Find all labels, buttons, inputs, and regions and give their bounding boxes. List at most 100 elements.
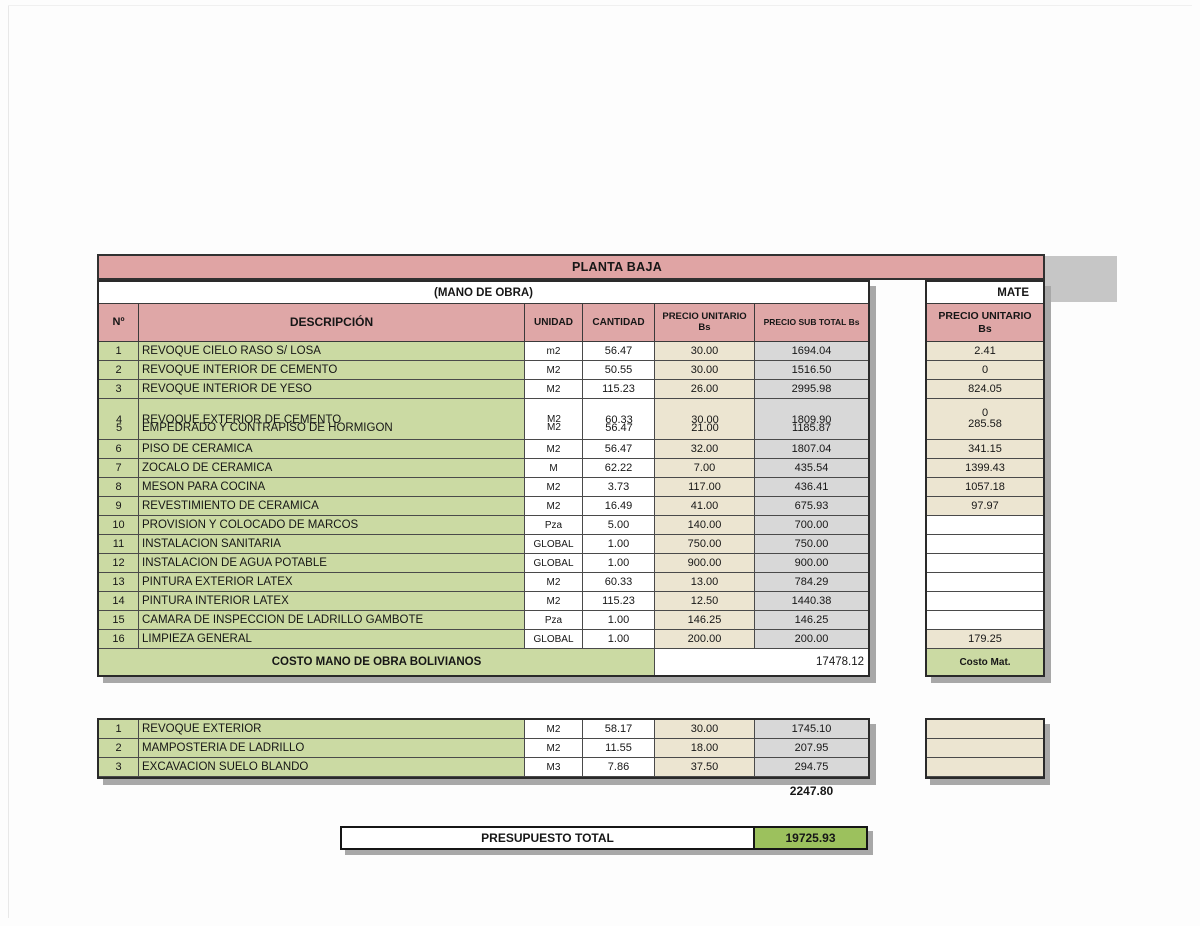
cell-unit: M2 [525, 440, 583, 459]
mano-de-obra-table: (MANO DE OBRA) Nº DESCRIPCIÓN UNIDAD CAN… [97, 280, 870, 677]
cell-desc: REVOQUE INTERIOR DE YESO [139, 380, 525, 399]
cell-unit: M2 [525, 478, 583, 497]
cell-subtotal: 200.00 [755, 630, 868, 649]
table-row: 1 REVOQUE EXTERIOR M2 58.17 30.00 1745.10 [99, 720, 868, 739]
cell-mat-price: 1057.18 [927, 478, 1043, 497]
empty-mat-cell [927, 720, 1043, 739]
cell-unit_price: 750.00 [655, 535, 755, 554]
cell-unit_price: 140.00 [655, 516, 755, 535]
cell-subtotal: 1516.50 [755, 361, 868, 380]
cell-n: 10 [99, 516, 139, 535]
scan-gray-artifact [1045, 256, 1117, 302]
cell-unit_price: 13.00 [655, 573, 755, 592]
cell-subtotal: 900.00 [755, 554, 868, 573]
cell-subtotal: 750.00 [755, 535, 868, 554]
cell-bg [583, 399, 655, 440]
cell-unit_price: 146.25 [655, 611, 755, 630]
cell-bg [525, 399, 583, 440]
extra-items-table: 1 REVOQUE EXTERIOR M2 58.17 30.00 1745.10 2 MAM… [97, 718, 870, 779]
table-header-row: Nº DESCRIPCIÓN UNIDAD CANTIDAD PRECIO UN… [99, 304, 868, 342]
cell-subtotal: 436.41 [755, 478, 868, 497]
cell-unit: M [525, 459, 583, 478]
cell-mat-price [927, 535, 1043, 554]
mat-overlapped-cells: 0 285.58 [927, 399, 1043, 440]
overlapped-scan-rows: 4 REVOQUE EXTERIOR DE CEMENTO M2 60.33 30.00… [99, 399, 868, 440]
cell-n: 9 [99, 497, 139, 516]
cell-desc: PROVISION Y COLOCADO DE MARCOS [139, 516, 525, 535]
cell-desc: PINTURA EXTERIOR LATEX [139, 573, 525, 592]
cell-desc: EMPEDRADO Y CONTRAPISO DE HORMIGON [142, 421, 393, 434]
cell-mat-price [927, 516, 1043, 535]
cell-desc: PINTURA INTERIOR LATEX [139, 592, 525, 611]
cell-subtotal: 2995.98 [755, 380, 868, 399]
cell-desc: REVOQUE INTERIOR DE CEMENTO [139, 361, 525, 380]
cell-n: 2 [99, 739, 139, 758]
cell-unit_price: 18.00 [655, 739, 755, 758]
cell-unit_price: 30.00 [655, 361, 755, 380]
cell-qty: 56.47 [583, 342, 655, 361]
cell-mat-price: 824.05 [927, 380, 1043, 399]
cell-bg [139, 399, 525, 440]
table-footer-row: COSTO MANO DE OBRA BOLIVIANOS 17478.12 [99, 649, 868, 675]
col-header-unit-price: PRECIO UNITARIO Bs [655, 304, 755, 342]
cell-unit: M2 [525, 361, 583, 380]
cell-unit: Pza [525, 611, 583, 630]
cell-unit_price: 900.00 [655, 554, 755, 573]
cell-subtotal: 1809.90 [791, 413, 832, 426]
cell-desc: LIMPIEZA GENERAL [139, 630, 525, 649]
cell-desc: CAMARA DE INSPECCION DE LADRILLO GAMBOTE [139, 611, 525, 630]
cell-unit: GLOBAL [525, 535, 583, 554]
cell-desc: ZOCALO DE CERAMICA [139, 459, 525, 478]
cell-unit_price: 7.00 [655, 459, 755, 478]
col-header-unit: UNIDAD [525, 304, 583, 342]
cell-qty: 1.00 [583, 535, 655, 554]
cell-mat-price: 285.58 [968, 418, 1002, 430]
overlap-bg [99, 399, 868, 440]
cell-n: 12 [99, 554, 139, 573]
cell-qty: 1.00 [583, 611, 655, 630]
summary-value: 19725.93 [755, 828, 866, 848]
cell-qty: 115.23 [583, 592, 655, 611]
cell-qty: 60.33 [605, 413, 633, 426]
cell-unit: M2 [525, 720, 583, 739]
cell-qty: 3.73 [583, 478, 655, 497]
cell-unit: M2 [525, 739, 583, 758]
table-row: 13 PINTURA EXTERIOR LATEX M2 60.33 13.00 784.… [99, 573, 868, 592]
cell-n: 5 [115, 421, 123, 434]
cell-subtotal: 146.25 [755, 611, 868, 630]
cell-desc: REVOQUE EXTERIOR DE CEMENTO [142, 413, 342, 426]
cell-n: 4 [115, 413, 123, 426]
cell-n: 3 [99, 758, 139, 777]
table-row: 16 LIMPIEZA GENERAL GLOBAL 1.00 200.00 200.00 [99, 630, 868, 649]
table-body: 1 REVOQUE CIELO RASO S/ LOSA m2 56.47 30.00 1… [99, 342, 868, 649]
table-row: 6 PISO DE CERAMICA M2 56.47 32.00 1807.04 [99, 440, 868, 459]
costo-mat-label: Costo Mat. [927, 649, 1043, 675]
extra-table-body: 1 REVOQUE EXTERIOR M2 58.17 30.00 1745.10 2 MAM… [99, 720, 868, 777]
summary-label: PRESUPUESTO TOTAL [342, 828, 755, 848]
cell-subtotal: 1745.10 [755, 720, 868, 739]
table-row: 2 REVOQUE INTERIOR DE CEMENTO M2 50.55 30.00… [99, 361, 868, 380]
cell-unit: GLOBAL [525, 554, 583, 573]
cell-unit_price: 30.00 [691, 413, 719, 426]
table-row: 9 REVESTIMIENTO DE CERAMICA M2 16.49 41.00 67… [99, 497, 868, 516]
cell-qty: 62.22 [583, 459, 655, 478]
cell-unit: M2 [547, 422, 561, 433]
table-row: 8 MESON PARA COCINA M2 3.73 117.00 436.41 [99, 478, 868, 497]
cell-unit_price: 32.00 [655, 440, 755, 459]
cell-qty: 5.00 [583, 516, 655, 535]
cell-qty: 1.00 [583, 630, 655, 649]
table-row: 4 REVOQUE EXTERIOR DE CEMENTO M2 60.33 30.00… [99, 410, 868, 429]
table-row: 12 INSTALACION DE AGUA POTABLE GLOBAL 1.00 9… [99, 554, 868, 573]
cell-unit_price: 21.00 [691, 421, 719, 434]
table-row: 15 CAMARA DE INSPECCION DE LADRILLO GAMBO… [99, 611, 868, 630]
cell-subtotal: 435.54 [755, 459, 868, 478]
cell-mat-price [927, 554, 1043, 573]
materiales-section-header: MATE [927, 282, 1043, 304]
cell-subtotal: 294.75 [755, 758, 868, 777]
cell-mat-price: 0 [927, 361, 1043, 380]
cell-mat-price: 0 [981, 407, 989, 419]
col-header-desc: DESCRIPCIÓN [139, 304, 525, 342]
cell-desc: EXCAVACION SUELO BLANDO [139, 758, 525, 777]
cell-desc: REVESTIMIENTO DE CERAMICA [139, 497, 525, 516]
